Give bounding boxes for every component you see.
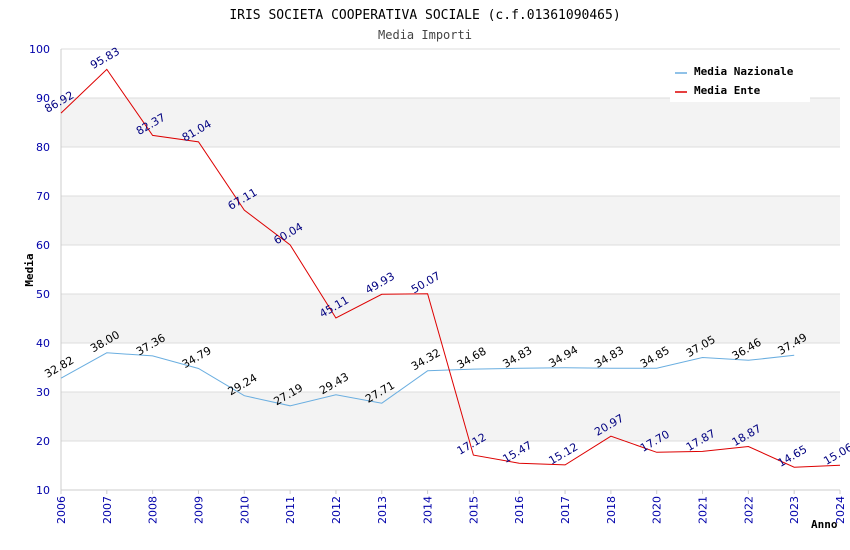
y-tick-label: 50 [36,288,50,301]
data-label: 15.47 [501,439,535,466]
grid-band [61,392,840,441]
x-tick-label: 2020 [651,496,664,524]
y-tick-label: 40 [36,337,50,350]
x-tick-label: 2011 [284,496,297,524]
y-tick-label: 100 [29,43,50,56]
series-line-media-nazionale [60,352,795,407]
tick-labels: 10 20 30 40 50 60 70 80 90 100 2006 2007 2008 2009 201… [29,43,847,524]
grid-bands [61,98,840,441]
grid-band [61,294,840,343]
data-label: 34.32 [409,346,443,373]
data-label: 15.12 [546,440,580,467]
x-tick-label: 2013 [376,496,389,524]
data-label: 49.93 [363,270,397,297]
x-tick-label: 2007 [101,496,114,524]
y-tick-label: 60 [36,239,50,252]
y-tick-label: 30 [36,386,50,399]
legend: Media Nazionale Media Ente [670,58,810,102]
x-tick-label: 2010 [238,496,251,524]
data-label: 34.79 [180,344,214,371]
x-tick-label: 2024 [834,496,847,524]
x-tick-label: 2017 [559,496,572,524]
data-label: 15.06 [821,441,850,468]
series-line-media-ente [60,68,841,468]
y-tick-label: 70 [36,190,50,203]
legend-background [670,58,810,102]
x-tick-label: 2021 [697,496,710,524]
y-tick-label: 10 [36,484,50,497]
x-tick-label: 2016 [513,496,526,524]
y-tick-label: 80 [36,141,50,154]
chart-subtitle: Media Importi [378,28,472,42]
legend-label-media-ente: Media Ente [694,84,761,97]
data-label: 34.94 [546,343,580,370]
data-label: 32.82 [42,354,76,381]
data-label: 14.65 [776,443,810,470]
x-tick-label: 2012 [330,496,343,524]
x-tick-label: 2022 [742,496,755,524]
x-tick-label: 2023 [788,496,801,524]
axes [60,49,841,494]
legend-label-media-nazionale: Media Nazionale [694,65,794,78]
y-tick-label: 90 [36,92,50,105]
data-label: 34.83 [592,344,626,371]
x-tick-label: 2018 [605,496,618,524]
x-tick-label: 2015 [467,496,480,524]
grid-band [61,196,840,245]
x-tick-label: 2009 [192,496,205,524]
y-tick-label: 20 [36,435,50,448]
data-label: 34.85 [638,344,672,371]
grid-band [61,98,840,147]
x-tick-label: 2008 [147,496,160,524]
grid-lines [61,48,840,491]
x-axis-label: Anno [811,518,838,531]
data-label: 50.07 [409,269,443,296]
x-tick-label: 2014 [422,496,435,524]
data-label: 34.83 [501,344,535,371]
x-tick-label: 2006 [55,496,68,524]
chart-title: IRIS SOCIETA COOPERATIVA SOCIALE (c.f.01… [229,8,620,23]
series-lines [60,68,841,468]
data-label: 34.68 [455,345,489,372]
y-axis-label: Media [23,253,36,286]
